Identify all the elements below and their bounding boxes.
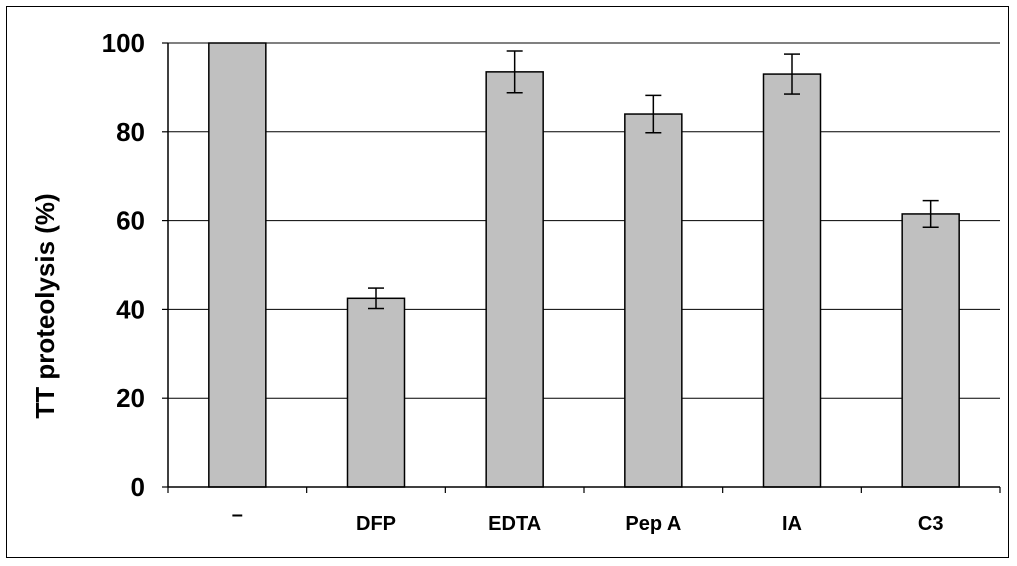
x-category-label-2: EDTA (488, 513, 541, 535)
x-category-label-3: Pep A (625, 513, 681, 535)
y-tick-label: 40 (116, 294, 145, 324)
x-category-label-4: IA (782, 513, 802, 535)
y-tick-label: 0 (131, 472, 145, 502)
y-tick-label: 20 (116, 383, 145, 413)
y-tick-label: 80 (116, 117, 145, 147)
x-category-label-5: C3 (918, 513, 944, 535)
bar-2 (485, 71, 544, 488)
bar-1 (346, 297, 406, 488)
y-axis-label: TT proteolysis (%) (30, 193, 60, 418)
bar-4 (762, 73, 822, 488)
tick-labels: 0 20 40 60 80 100 – DFP EDTA Pep A IA C3 (102, 28, 944, 535)
y-tick-label: 100 (102, 28, 145, 58)
bar-0 (208, 42, 267, 488)
y-tick-label: 60 (116, 206, 145, 236)
gridlines (168, 42, 1000, 399)
bar-3 (624, 113, 683, 488)
bars (208, 42, 960, 488)
axes (162, 42, 1001, 493)
x-category-label-1: DFP (356, 513, 396, 535)
bar-5 (901, 213, 960, 488)
x-category-label-0: – (232, 504, 243, 526)
error-bars (368, 50, 939, 310)
